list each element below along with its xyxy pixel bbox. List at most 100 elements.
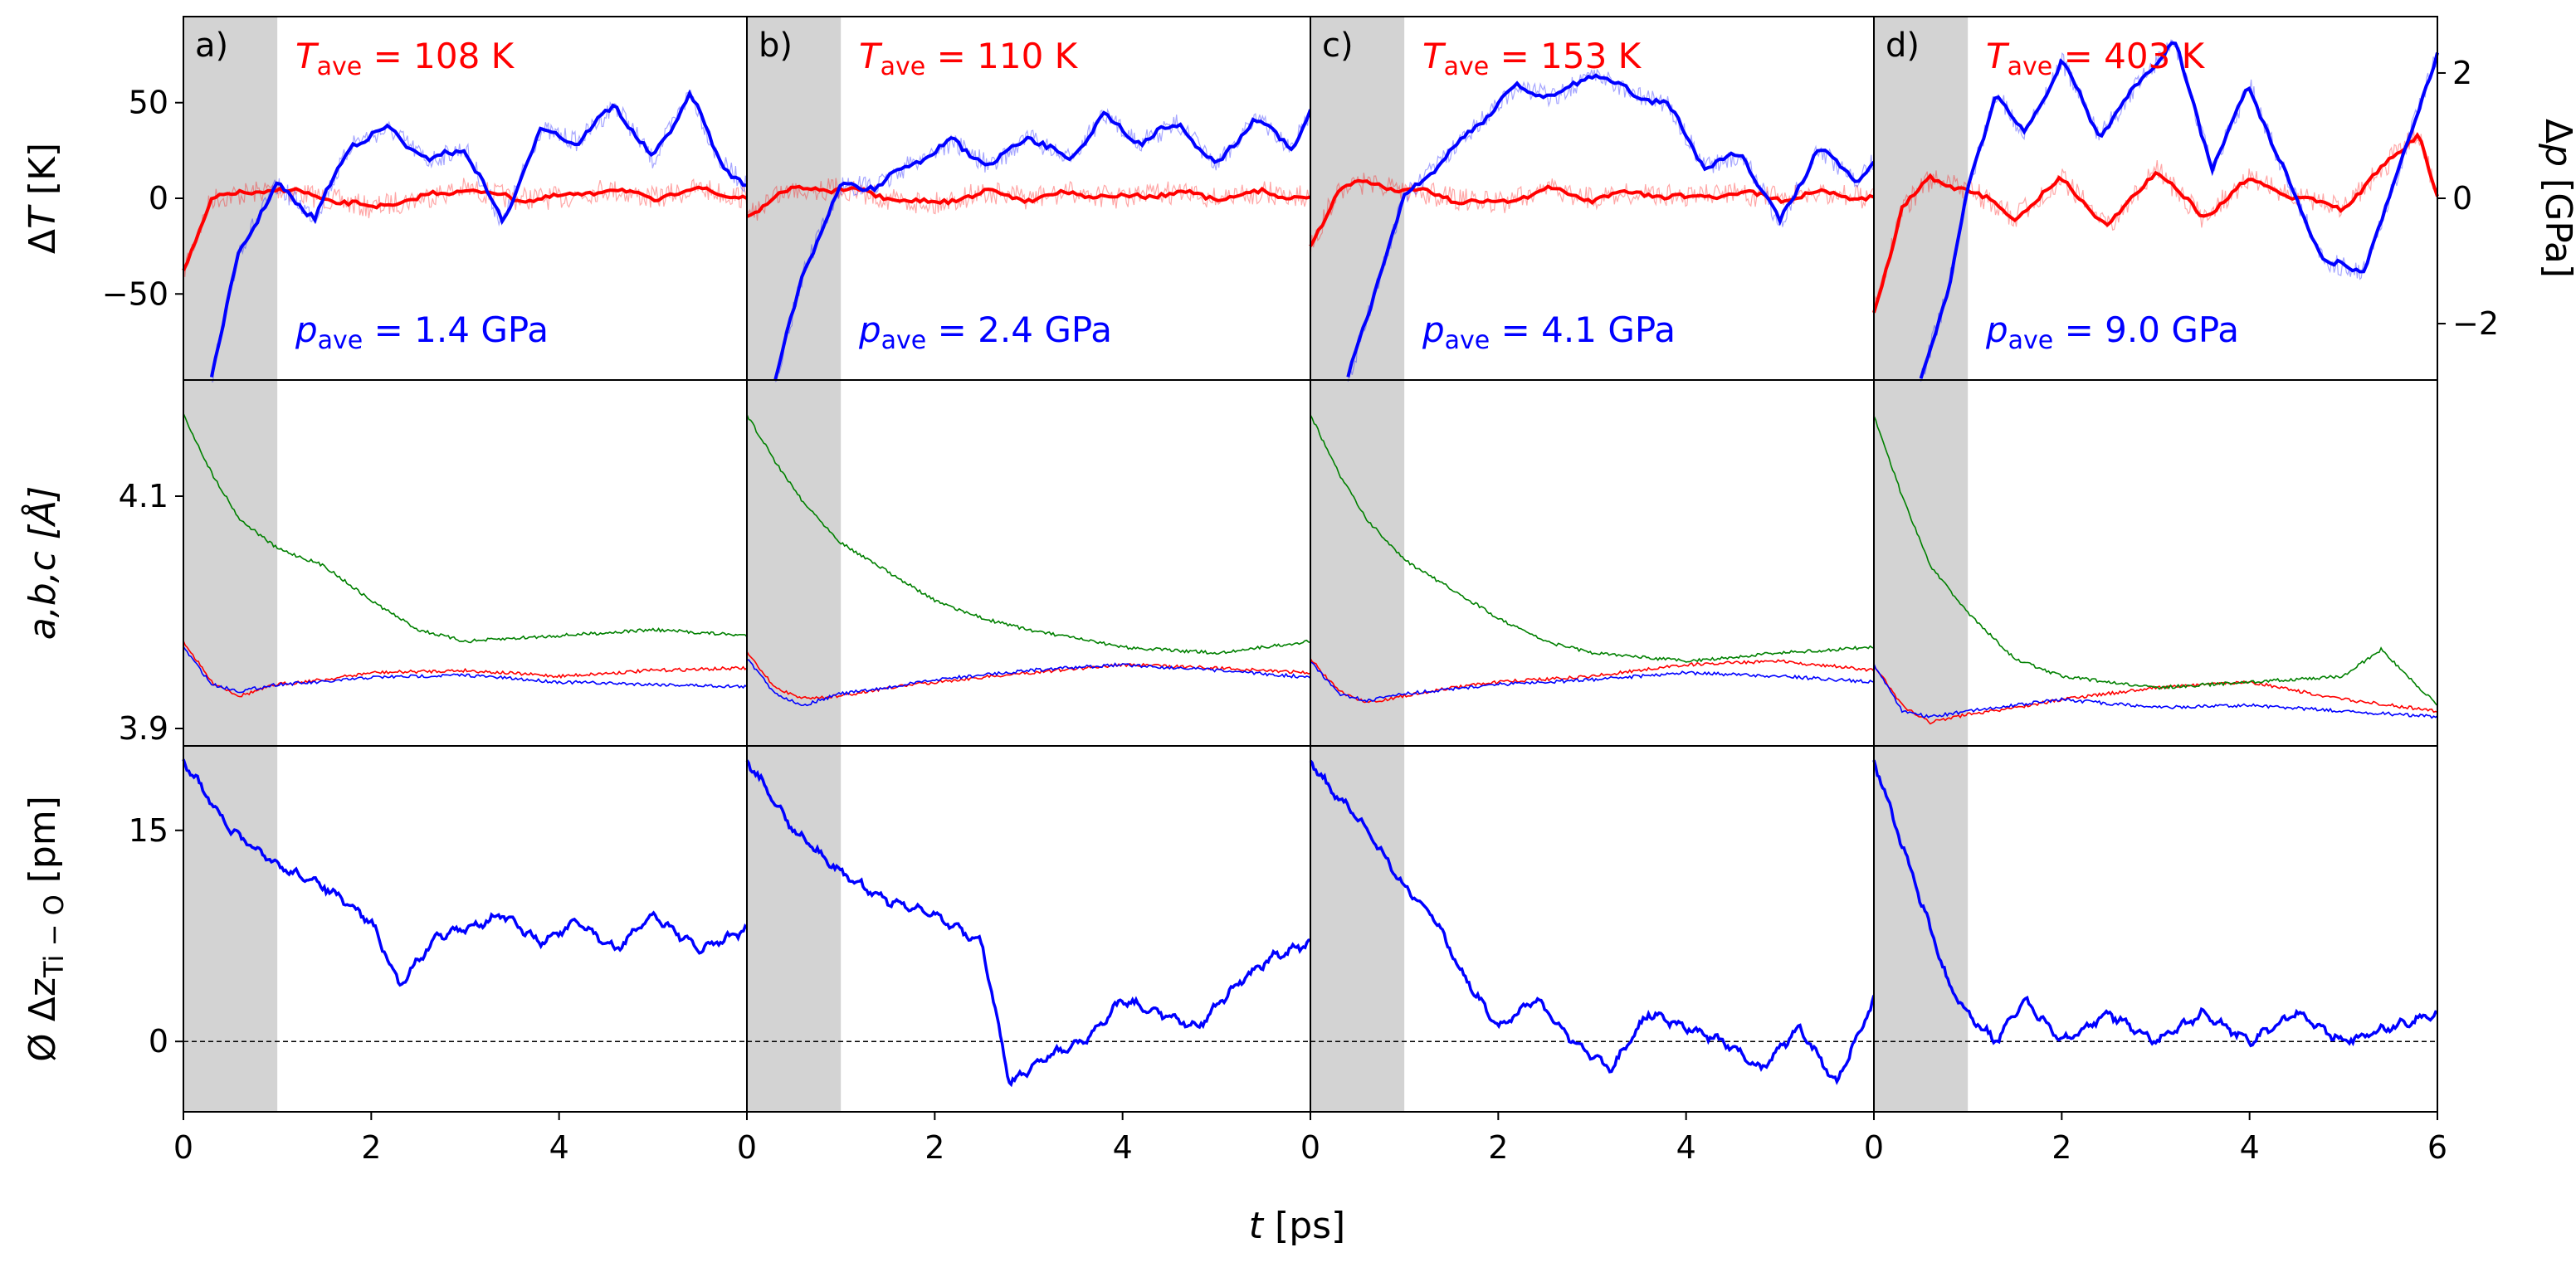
lattice-a-line [1873,665,2438,725]
y-axis-label-dz: Ø ΔzTi − O [pm] [22,796,70,1062]
lattice-b-line [746,659,1311,707]
displacement-line [1872,759,2438,1048]
temperature-average-label: Tave = 403 K [1986,36,2206,81]
T-symbol: T [859,36,883,76]
lattice-c-line [1310,414,1875,663]
right-axis: 2 0 −2 Δp [GPa] [2437,55,2576,342]
equilibration-shade [183,746,278,1112]
x-tick-label: 2 [925,1129,944,1166]
panel-1: a) Tave = 108 K pave = 1.4 GPa [182,16,749,1113]
p-symbol: p [1422,309,1445,350]
p-value: = 1.4 GPa [363,309,549,350]
y-tick-label: −50 [102,275,168,312]
temperature-line [746,184,1311,218]
lattice-b-line [1310,661,1875,703]
ylabel-symbol: T [22,204,64,229]
lattice-b-line [183,646,748,694]
T-subscript: ave [881,52,926,81]
T-subscript: ave [317,52,363,81]
equilibration-shade [1874,17,1969,380]
x-tick-label: 2 [2052,1129,2071,1166]
p-subscript: ave [2008,326,2054,355]
right-y-tick-label: 2 [2452,55,2472,91]
y-tick-label: 0 [149,180,168,217]
x-axis-label: t [ps] [1249,1205,1345,1247]
displacement-line [1309,759,1876,1085]
x-tick-label: 4 [1676,1129,1696,1166]
lattice-a-line [746,650,1311,700]
T-symbol: T [295,36,320,76]
panel-letter: c) [1322,27,1354,65]
x-tick-label: 0 [1864,1129,1884,1166]
equilibration-shade [1310,17,1405,380]
panel-letter: a) [195,27,228,65]
y-tick-label: 4.1 [119,478,168,514]
displacement-line [182,758,749,987]
equilibration-shade [747,17,842,380]
pressure-average-label: pave = 1.4 GPa [295,309,549,355]
y-tick-label: 0 [149,1023,168,1060]
temperature-average-label: Tave = 110 K [859,36,1079,81]
equilibration-shade [747,380,842,746]
lattice-c-line [1873,415,2438,707]
x-tick-label: 2 [1488,1129,1508,1166]
y-tick-label: 50 [129,85,168,121]
T-value: = 403 K [2052,36,2205,76]
T-subscript: ave [1444,52,1490,81]
right-y-tick-label: 0 [2452,180,2472,217]
pressure-line [773,109,1312,381]
ylabel-delta: Δ [22,229,64,254]
ylabel-text: Ø Δz [22,977,64,1062]
lattice-b-line [1873,663,2438,719]
T-subscript: ave [2008,52,2053,81]
ylabel-subscript: Ti − O [38,894,70,978]
p-subscript: ave [1445,326,1490,355]
x-tick-label: 2 [361,1129,381,1166]
lattice-c-line [183,412,748,644]
lattice-c-line [746,414,1311,655]
right-label-symbol: p [2537,143,2576,167]
pressure-line [209,89,748,378]
panel-3: c) Tave = 153 K pave = 4.1 GPa [1309,16,1876,1113]
T-symbol: T [1422,36,1447,76]
equilibration-shade [183,380,278,746]
T-value: = 153 K [1489,36,1642,76]
x-tick-label: 0 [173,1129,193,1166]
y-tick-label: 15 [129,812,168,849]
x-tick-label: 4 [2240,1129,2260,1166]
p-subscript: ave [881,326,927,355]
equilibration-shade [1874,380,1969,746]
equilibration-shade [1310,746,1405,1112]
y-axis-labels: 50 0 −50 ΔT [K] 4.1 3.9 a,b,c [Å] 15 0 Ø ΔzTi − O… [20,85,183,1062]
pressure-line [1346,73,1876,378]
T-value: = 108 K [362,36,515,76]
x-tick-label: 0 [737,1129,757,1166]
temperature-line [1309,178,1875,247]
pressure-line [1919,41,2439,379]
x-tick-label: 0 [1300,1129,1320,1166]
y-axis-label-lat: a,b,c [Å] [20,486,64,640]
p-symbol: p [295,309,318,350]
equilibration-shade [183,17,278,380]
pressure-average-label: pave = 4.1 GPa [1422,309,1676,355]
panel-2: b) Tave = 110 K pave = 2.4 GPa [745,16,1312,1113]
panel-letter: b) [759,27,793,65]
T-value: = 110 K [925,36,1078,76]
ylabel-text: a,b,c [Å] [20,486,64,640]
displacement-line [745,759,1311,1088]
right-y-tick-label: −2 [2452,305,2499,342]
pressure-average-label: pave = 2.4 GPa [858,309,1112,355]
x-tick-label: 4 [1113,1129,1133,1166]
axes-frame [1873,745,2438,1113]
ylabel-unit: [K] [22,143,64,207]
right-label-unit: [GPa] [2537,167,2576,278]
p-value: = 2.4 GPa [926,309,1112,350]
y-axis-label-dT: ΔT [K] [22,143,64,254]
equilibration-shade [747,746,842,1112]
ylabel-unit: [pm] [22,796,64,894]
p-symbol: p [1985,309,2008,350]
right-label-delta: Δ [2537,119,2576,144]
